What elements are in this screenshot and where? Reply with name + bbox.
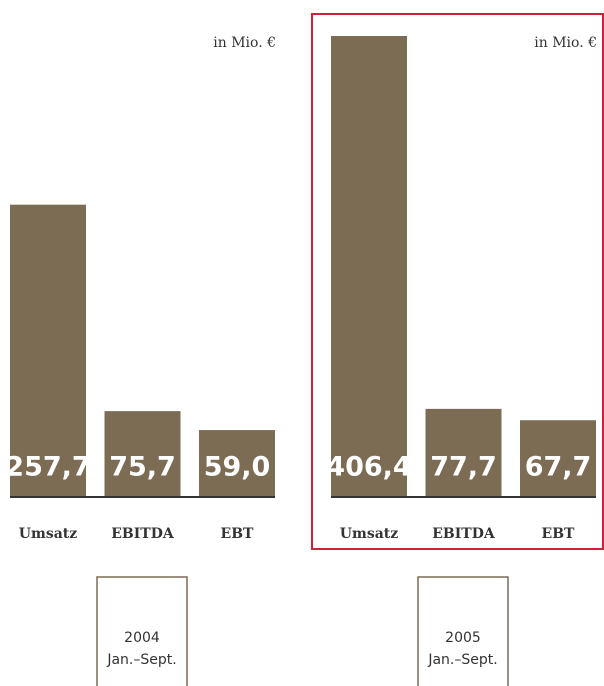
category-label: Umsatz — [340, 526, 398, 542]
bar — [520, 420, 596, 497]
category-label: EBT — [221, 526, 255, 542]
value-label: 77,7 — [430, 452, 497, 483]
value-label: 75,7 — [109, 452, 176, 483]
value-label: 257,7 — [5, 452, 90, 483]
period-label: Jan.–Sept. — [106, 652, 176, 668]
bar — [425, 408, 502, 497]
category-label: EBT — [542, 526, 576, 542]
category-label: EBITDA — [432, 526, 496, 542]
unit-label: in Mio. € — [213, 35, 276, 51]
highlight-frame — [311, 13, 604, 550]
category-label: EBITDA — [111, 526, 175, 542]
bar — [104, 411, 181, 497]
period-label: Jan.–Sept. — [427, 652, 497, 668]
year-label: 2004 — [124, 630, 160, 646]
bar — [10, 204, 86, 497]
period-box — [96, 576, 188, 686]
year-label: 2005 — [445, 630, 481, 646]
value-label: 406,4 — [326, 452, 411, 483]
bar — [199, 430, 275, 497]
unit-label: in Mio. € — [534, 35, 597, 51]
category-label: Umsatz — [19, 526, 77, 542]
bar — [331, 36, 407, 497]
value-label: 59,0 — [204, 452, 271, 483]
period-box — [417, 576, 509, 686]
value-label: 67,7 — [525, 452, 592, 483]
